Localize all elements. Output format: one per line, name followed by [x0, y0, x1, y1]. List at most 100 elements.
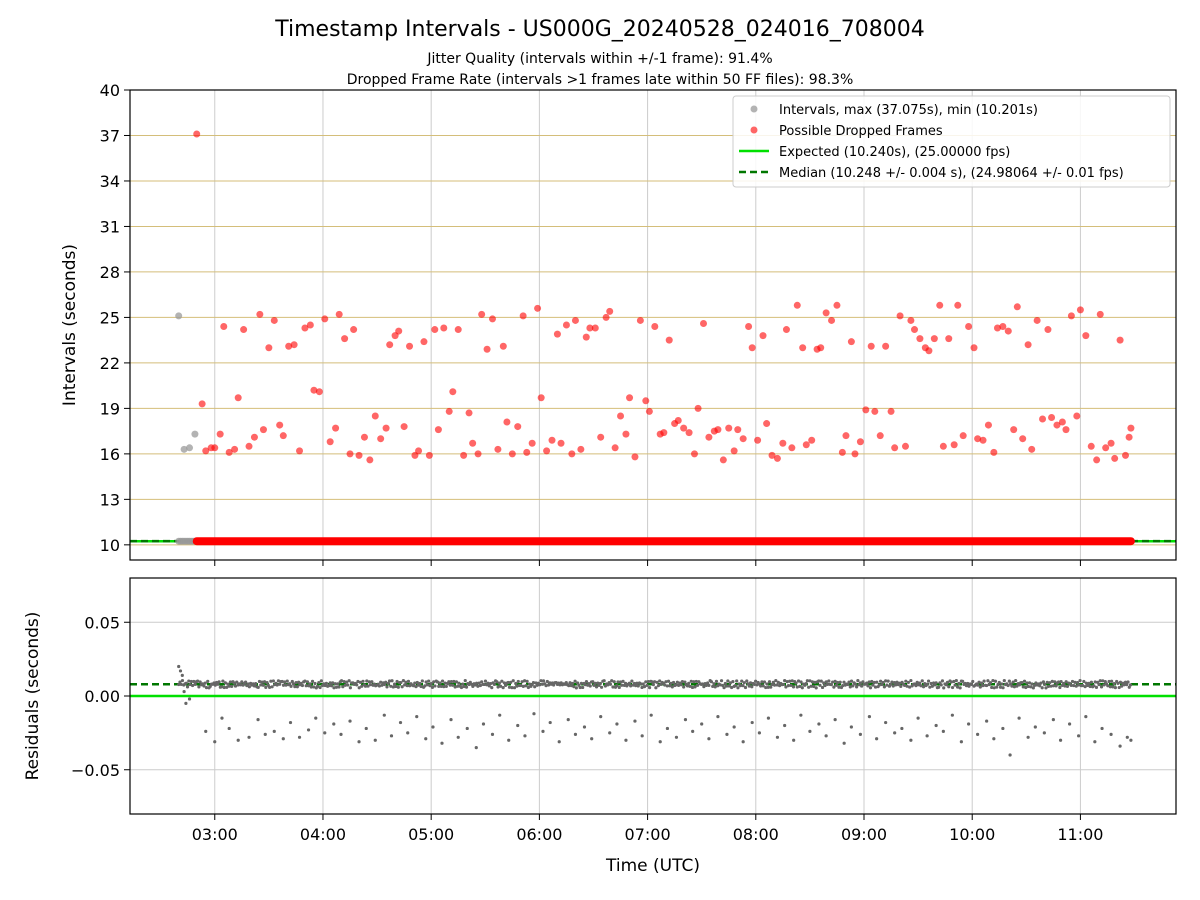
residual-point — [399, 680, 403, 685]
residual-point — [761, 684, 765, 688]
residual-point — [499, 684, 503, 688]
residual-point — [291, 682, 296, 686]
residual-point — [403, 683, 407, 687]
residual-point — [792, 738, 796, 742]
intervals-ytick-label: 34 — [100, 172, 120, 191]
residual-point — [679, 683, 683, 687]
dropped-frame-point — [602, 313, 610, 321]
residual-point — [851, 684, 855, 688]
residual-point — [695, 683, 700, 687]
residual-point — [871, 683, 875, 687]
residual-point — [764, 685, 768, 690]
residual-point — [1049, 684, 1053, 688]
dropped-frame-point — [332, 424, 340, 432]
residual-point — [1127, 685, 1131, 689]
residual-point — [346, 683, 350, 687]
residual-point — [990, 685, 994, 690]
dropped-frame-point — [1010, 426, 1018, 434]
residual-point — [406, 679, 411, 683]
dropped-frame-point — [867, 342, 875, 350]
residual-point — [612, 680, 616, 684]
residual-point — [890, 680, 894, 684]
dropped-frame-point — [1111, 454, 1119, 462]
residual-point — [411, 684, 416, 688]
residual-point — [1077, 683, 1081, 687]
residual-point — [915, 680, 919, 685]
residual-point — [731, 680, 735, 684]
residual-point — [832, 685, 836, 689]
residual-point — [332, 686, 336, 690]
residual-point — [1118, 680, 1123, 684]
dropped-frame-point — [1116, 336, 1124, 344]
residual-point — [385, 685, 389, 689]
dropped-frame-point — [597, 433, 605, 441]
residual-point — [213, 683, 217, 687]
dropped-frame-point — [808, 436, 816, 444]
residual-point — [1001, 686, 1005, 690]
residual-point — [767, 680, 772, 684]
dropped-frame-point — [1044, 326, 1052, 334]
residual-point — [297, 735, 302, 739]
dropped-frame-point — [680, 424, 688, 432]
residuals-panel: −0.050.000.05 03:00 04:00 05:00 06:00 07:00 0… — [23, 577, 1177, 876]
residual-point — [940, 679, 945, 683]
residual-point — [222, 685, 226, 690]
legend-label-expected: Expected (10.240s), (25.00000 fps) — [779, 145, 1010, 160]
residual-point — [433, 684, 437, 688]
dropped-frame-point — [847, 338, 855, 346]
residual-point — [429, 682, 433, 686]
residual-point — [261, 683, 265, 687]
residual-point — [786, 683, 791, 688]
residual-point — [317, 680, 321, 685]
residual-point — [395, 679, 399, 684]
dropped-frame-point — [842, 432, 850, 440]
residual-point — [574, 686, 578, 690]
dropped-frame-point — [290, 341, 298, 349]
residual-point — [424, 737, 428, 741]
residual-point — [339, 679, 344, 683]
dropped-frame-point — [759, 332, 767, 340]
residual-point — [401, 679, 406, 683]
residual-point — [396, 685, 400, 689]
residual-point — [897, 681, 902, 685]
residual-point — [1022, 679, 1027, 683]
dropped-frame-point — [449, 388, 457, 396]
residual-point — [959, 740, 963, 744]
residual-point — [971, 679, 975, 684]
residual-point — [1051, 684, 1056, 688]
residual-point — [752, 682, 756, 686]
residual-point — [920, 679, 924, 683]
interval-point — [186, 444, 194, 452]
dropped-frame-point — [445, 407, 453, 415]
dropped-frame-point — [386, 341, 394, 349]
dropped-frame-point — [768, 451, 776, 459]
dropped-frame-point — [400, 423, 408, 431]
residual-point — [511, 679, 515, 683]
residual-point — [331, 681, 335, 685]
residual-point — [1062, 681, 1066, 686]
residual-point — [1067, 722, 1072, 726]
residual-point — [1097, 682, 1101, 687]
dropped-frame-point — [341, 335, 349, 343]
residual-point — [991, 678, 995, 683]
residual-point — [217, 680, 221, 684]
residual-point — [539, 679, 543, 683]
dropped-frame-point — [799, 344, 807, 352]
residual-point — [1093, 680, 1097, 684]
residual-point — [838, 680, 842, 684]
residual-point — [389, 684, 393, 688]
residual-point — [824, 680, 828, 684]
interval-point — [180, 445, 188, 453]
dropped-frame-point — [371, 412, 379, 420]
residual-point — [1129, 738, 1133, 742]
residual-point — [893, 731, 897, 735]
residual-point — [807, 685, 811, 689]
residual-point — [481, 722, 486, 726]
dropped-frame-point — [1087, 442, 1095, 450]
dropped-frame-point — [245, 442, 253, 450]
dropped-frame-point — [321, 315, 329, 323]
residual-point — [868, 686, 873, 690]
residual-point — [257, 679, 262, 684]
residual-point — [944, 683, 948, 687]
dropped-frame-point — [690, 450, 698, 458]
